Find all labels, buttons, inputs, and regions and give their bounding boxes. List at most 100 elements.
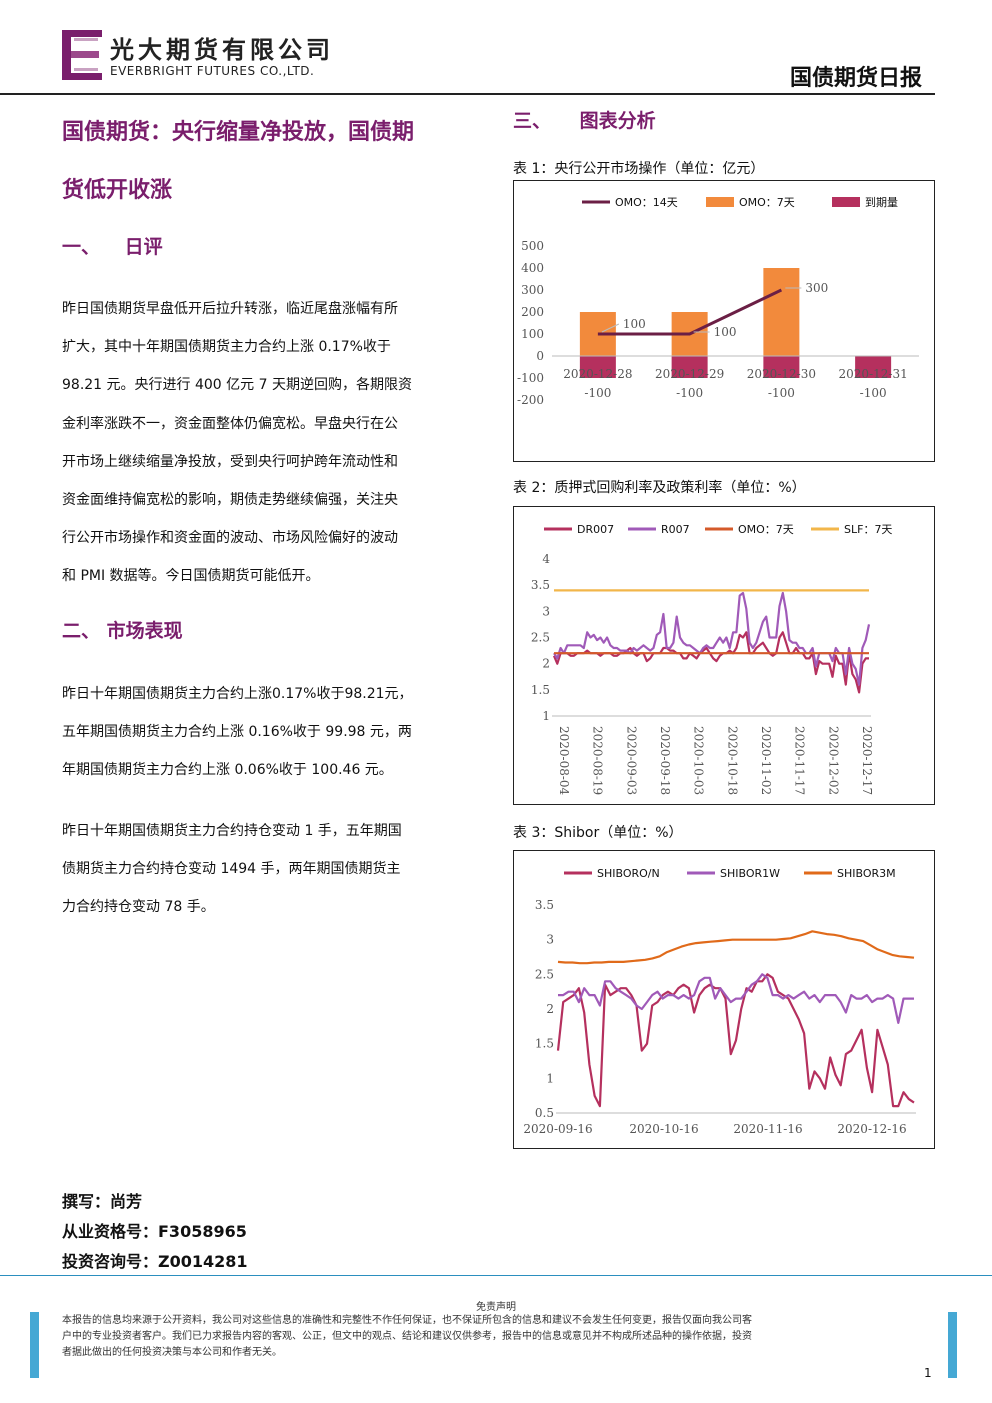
series-line <box>557 930 915 965</box>
page-number: 1 <box>924 1366 932 1380</box>
data-label-leader <box>601 323 620 333</box>
advisory-number: 投资咨询号：Z0014281 <box>62 1252 248 1271</box>
data-label: -100 <box>584 386 611 400</box>
section1-heading: 一、 日评 <box>62 232 163 259</box>
y-tick-label: 1 <box>542 709 550 723</box>
legend-label: 到期量 <box>865 196 898 209</box>
y-tick-label: 100 <box>521 327 544 341</box>
text-line: 98.21 元。央行进行 400 亿元 7 天期逆回购，各期限资 <box>62 377 412 394</box>
section3-title: 图表分析 <box>579 110 656 132</box>
text-line: 债期货主力合约持仓变动 1494 手，两年期国债期货主 <box>62 861 401 878</box>
data-label: 300 <box>805 281 828 295</box>
data-label: 100 <box>623 317 646 331</box>
footer-left-bar <box>30 1312 39 1378</box>
legend-label: R007 <box>661 523 690 536</box>
x-tick-label: 2020-09-18 <box>658 726 672 795</box>
bar <box>763 356 800 378</box>
y-tick-label: 1 <box>546 1071 554 1085</box>
disclaimer-text: 本报告的信息均来源于公开资料，我公司对这些信息的准确性和完整性不作任何保证，也不… <box>62 1313 930 1361</box>
legend-swatch <box>832 197 860 207</box>
chart2-caption: 表 2：质押式回购利率及政策利率（单位：%） <box>513 480 806 496</box>
legend-swatch <box>706 197 734 207</box>
x-tick-label: 2020-08-04 <box>557 726 571 796</box>
section2-para2: 昨日十年期国债期货主力合约持仓变动 1 手，五年期国 债期货主力合约持仓变动 1… <box>62 812 479 927</box>
y-tick-label: 400 <box>521 261 544 275</box>
series-line <box>552 631 869 694</box>
text-line: 五年期国债期货主力合约上涨 0.16%收于 99.98 元，两 <box>62 724 412 741</box>
y-tick-label: 2.5 <box>531 631 550 645</box>
article-title-line2: 货低开收涨 <box>62 178 173 203</box>
y-tick-label: 2 <box>546 1002 554 1016</box>
y-tick-label: 2.5 <box>535 967 554 981</box>
x-tick-label: 2020-12-28 <box>563 367 632 381</box>
section2-heading: 二、 市场表现 <box>62 616 183 643</box>
x-tick-label: 2020-10-16 <box>629 1122 698 1136</box>
x-tick-label: 2020-12-31 <box>839 367 908 381</box>
legend-label: OMO：14天 <box>615 196 678 209</box>
x-tick-label: 2020-12-16 <box>837 1122 906 1136</box>
series-line <box>597 288 783 336</box>
author: 撰写：尚芳 <box>62 1192 143 1211</box>
y-tick-label: 300 <box>521 283 544 297</box>
legend-label: SLF：7天 <box>844 523 892 536</box>
legend-label: OMO：7天 <box>739 196 795 209</box>
text-line: 昨日十年期国债期货主力合约持仓变动 1 手，五年期国 <box>62 823 402 839</box>
company-logo-icon <box>62 30 102 80</box>
legend-label: SHIBORO/N <box>597 867 660 880</box>
text-line: 扩大，其中十年期国债期货主力合约上涨 0.17%收于 <box>62 339 391 356</box>
text-line: 金利率涨跌不一，资金面整体仍偏宽松。早盘央行在公 <box>62 415 398 432</box>
data-label: -100 <box>860 386 887 400</box>
y-tick-label: 1.5 <box>531 683 550 697</box>
y-tick-label: -200 <box>517 393 544 407</box>
y-tick-label: 3.5 <box>531 578 550 592</box>
disclaimer-line: 本报告的信息均来源于公开资料，我公司对这些信息的准确性和完整性不作任何保证，也不… <box>62 1315 752 1326</box>
data-label: -100 <box>676 386 703 400</box>
y-tick-label: 0.5 <box>535 1106 554 1120</box>
chart3-frame: SHIBORO/N SHIBOR1W SHIBOR3M 3.5 3 2.5 2 1.5 1 0.5… <box>513 850 935 1149</box>
x-tick-label: 2020-11-16 <box>733 1122 802 1136</box>
x-tick-label: 2020-09-03 <box>624 726 638 795</box>
bar <box>763 268 800 356</box>
text-line: 开市场上继续缩量净投放，受到央行呵护跨年流动性和 <box>62 453 398 470</box>
footer-right-bar <box>948 1312 957 1378</box>
article-title: 国债期货：央行缩量净投放，国债期 货低开收涨 <box>62 104 482 220</box>
company-name-en: EVERBRIGHT FUTURES CO.,LTD. <box>110 64 315 78</box>
chart2-frame: DR007 R007 OMO：7天 SLF：7天 4 3.5 3 2.5 2 1.5 1 2020-0… <box>513 506 935 805</box>
section3-number: 三、 <box>513 110 552 132</box>
text-line: 和 PMI 数据等。今日国债期货可能低开。 <box>62 568 320 585</box>
legend-label: OMO：7天 <box>738 523 794 536</box>
chart1-caption: 表 1：央行公开市场操作（单位：亿元） <box>513 161 765 177</box>
section1-title: 日评 <box>124 236 163 258</box>
text-line: 行公开市场操作和资金面的波动、市场风险偏好的波动 <box>62 530 398 547</box>
text-line: 资金面维持偏宽松的影响，期债走势继续偏强，关注央 <box>62 492 398 509</box>
x-tick-label: 2020-12-17 <box>860 726 874 795</box>
y-tick-label: 3 <box>542 604 550 618</box>
y-tick-label: 2 <box>542 657 550 671</box>
chart3-caption: 表 3：Shibor（单位：%） <box>513 825 683 841</box>
y-tick-label: 500 <box>521 239 544 253</box>
legend-label: DR007 <box>577 523 614 536</box>
disclaimer-line: 户中的专业投资者客户。我们已力求报告内容的客观、公正，但文中的观点、结论和建议仅… <box>62 1331 752 1342</box>
y-tick-label: 3 <box>546 933 554 947</box>
x-tick-label: 2020-11-17 <box>793 726 807 795</box>
y-tick-label: -100 <box>517 371 544 385</box>
series-line <box>558 973 914 1024</box>
x-tick-label: 2020-10-18 <box>725 726 739 795</box>
y-tick-label: 4 <box>542 552 550 566</box>
x-tick-label: 2020-08-19 <box>591 726 605 795</box>
x-tick-label: 2020-11-02 <box>759 726 773 795</box>
text-line: 力合约持仓变动 78 手。 <box>62 899 215 916</box>
bar <box>671 356 708 378</box>
y-tick-label: 0 <box>536 349 544 363</box>
header-divider <box>0 93 935 95</box>
legend-label: SHIBOR3M <box>837 867 896 880</box>
legend-label: SHIBOR1W <box>720 867 780 880</box>
chart3-shibor: SHIBORO/N SHIBOR1W SHIBOR3M 3.5 3 2.5 2 1.5 1 0.5… <box>523 867 916 1136</box>
x-tick-label: 2020-09-16 <box>523 1122 592 1136</box>
bar <box>855 356 892 378</box>
chart2-repo-rates: DR007 R007 OMO：7天 SLF：7天 4 3.5 3 2.5 2 1.5 1 2020-0… <box>531 523 893 796</box>
section3-heading: 三、 图表分析 <box>513 106 656 133</box>
y-tick-label: 3.5 <box>535 898 554 912</box>
disclaimer-title: 免责声明 <box>476 1302 516 1313</box>
series-line <box>556 973 915 1108</box>
